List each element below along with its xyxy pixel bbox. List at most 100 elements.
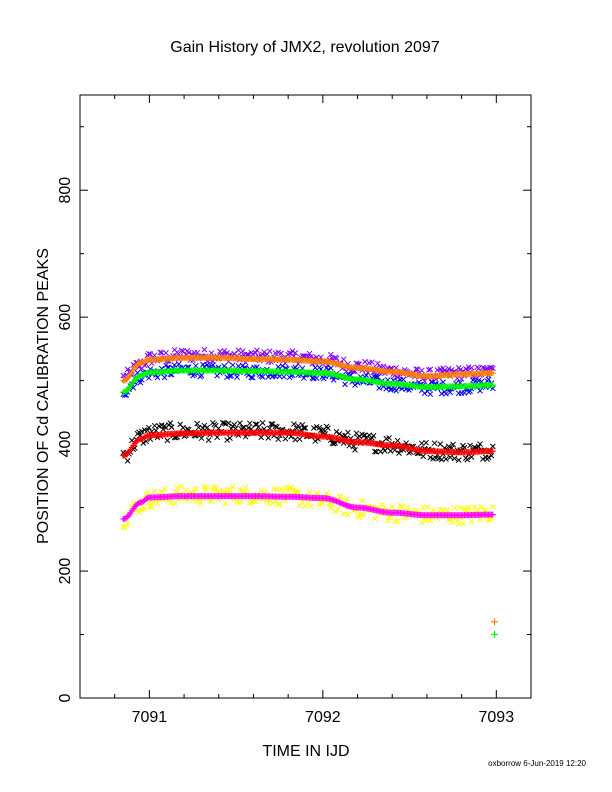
- data-point: [225, 420, 232, 427]
- data-point: [325, 425, 331, 431]
- x-tick-label: 7092: [305, 709, 341, 726]
- data-point: [362, 432, 368, 439]
- series-1: [120, 354, 496, 384]
- y-tick-label: 800: [57, 177, 74, 204]
- data-point: [289, 348, 296, 354]
- data-point: [238, 498, 245, 505]
- data-point: [225, 486, 232, 493]
- data-point: [197, 500, 203, 506]
- data-point: [265, 435, 272, 441]
- data-point: [313, 375, 320, 382]
- data-point: [292, 349, 299, 356]
- data-point: [254, 421, 260, 428]
- data-point: [438, 390, 445, 397]
- y-axis-label: POSITION OF Cd CALIBRATION PEAKS: [35, 248, 52, 544]
- data-point: [336, 493, 343, 500]
- data-point: [141, 505, 148, 512]
- data-point: [146, 375, 152, 381]
- data-point: [487, 517, 493, 523]
- data-point: [468, 518, 475, 525]
- data-point: [123, 514, 130, 521]
- data-point: [276, 501, 283, 507]
- data-point: [335, 506, 341, 513]
- data-point: [286, 484, 293, 491]
- data-point: [161, 374, 168, 381]
- data-point: [372, 515, 378, 522]
- data-point: [431, 440, 438, 447]
- data-point: [171, 500, 178, 507]
- data-point: [258, 434, 265, 441]
- data-point: [443, 390, 449, 397]
- data-point: [399, 504, 405, 510]
- data-point: [234, 374, 240, 380]
- data-point: [229, 362, 236, 368]
- data-point: [454, 517, 461, 523]
- data-point: [227, 435, 233, 441]
- data-point: [259, 420, 266, 426]
- data-point: [154, 374, 161, 381]
- data-point: [345, 429, 351, 436]
- data-point: [306, 488, 313, 495]
- data-point: [124, 366, 131, 373]
- data-point: [258, 487, 265, 494]
- data-point: [316, 424, 323, 431]
- data-point: [451, 505, 458, 511]
- data-point: [212, 485, 219, 492]
- data-point: [300, 425, 307, 431]
- data-point: [163, 350, 169, 356]
- data-point: [465, 504, 472, 511]
- data-point: [164, 437, 171, 444]
- data-point: [460, 520, 466, 527]
- data-point: [275, 364, 282, 370]
- data-point: [457, 504, 464, 511]
- data-point: [242, 484, 249, 491]
- data-point: [171, 362, 178, 368]
- data-point: [268, 421, 275, 427]
- data-point: [485, 454, 492, 461]
- series-4: [120, 419, 496, 464]
- data-point: [448, 519, 455, 525]
- data-point: [423, 517, 429, 524]
- data-point: [192, 362, 199, 369]
- y-tick-label: 600: [57, 304, 74, 331]
- data-point: [195, 424, 202, 431]
- data-point: [259, 374, 266, 380]
- series-2: [120, 361, 496, 399]
- data-point: [296, 436, 303, 443]
- data-point: [451, 455, 458, 462]
- data-point: [310, 425, 317, 431]
- data-point: [249, 374, 256, 381]
- data-point: [445, 443, 452, 450]
- data-point: [342, 381, 348, 388]
- data-point: [227, 373, 233, 379]
- data-point: [396, 450, 402, 456]
- data-point: [356, 514, 363, 520]
- data-point: [468, 364, 475, 371]
- data-point: [254, 347, 260, 354]
- data-point: [306, 350, 313, 357]
- isolated-point: [491, 631, 499, 639]
- data-point: [185, 349, 192, 356]
- data-point: [158, 349, 165, 356]
- data-point: [299, 499, 306, 505]
- footer-timestamp: oxborrow 6-Jun-2019 12:20: [488, 759, 586, 768]
- data-point: [475, 365, 482, 372]
- data-point: [418, 367, 425, 374]
- plot-frame: [79, 94, 532, 699]
- data-point: [309, 375, 316, 381]
- data-point: [255, 424, 262, 431]
- data-point: [340, 356, 347, 363]
- data-point: [340, 511, 347, 517]
- data-point: [293, 489, 300, 495]
- data-point: [394, 518, 401, 525]
- data-point: [362, 358, 368, 365]
- data-point: [489, 370, 496, 377]
- data-point: [275, 501, 282, 508]
- data-point: [413, 366, 419, 372]
- data-point: [239, 348, 246, 354]
- data-point: [427, 454, 434, 461]
- data-point: [455, 457, 462, 463]
- data-point: [295, 489, 302, 495]
- data-point: [327, 351, 334, 358]
- data-point: [447, 454, 454, 461]
